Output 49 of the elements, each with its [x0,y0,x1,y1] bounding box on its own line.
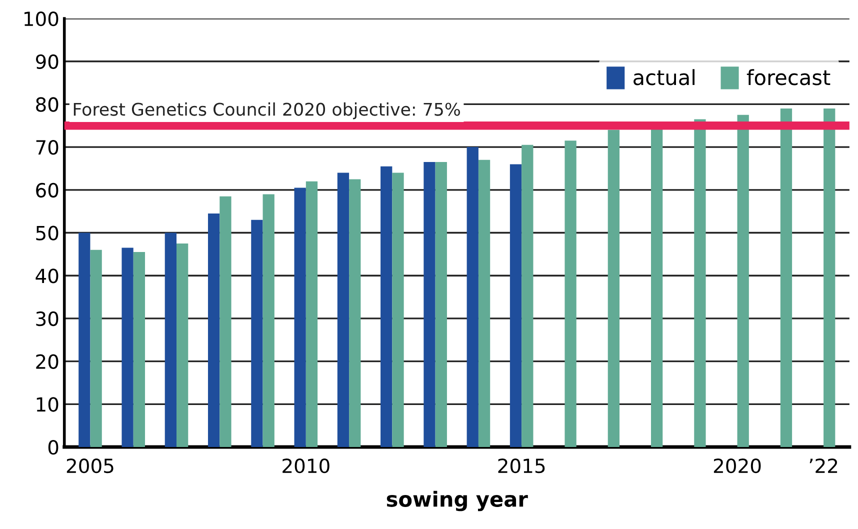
bar [251,220,263,448]
y-tick-label: 80 [36,97,58,112]
bar [435,162,447,448]
bar [424,162,436,448]
bar [306,181,318,448]
bar [392,172,404,448]
y-tick-label: 20 [36,354,58,369]
x-tick-label: ’22 [810,458,838,473]
y-tick-label: 50 [36,226,58,240]
y-tick-label: 70 [36,140,58,155]
bar [737,114,749,448]
bar [164,232,177,448]
x-tick-label: 2020 [714,458,761,474]
bar [466,147,478,448]
bar [220,196,232,448]
bar [478,160,490,448]
bar [262,194,274,448]
bar [122,248,134,448]
bar [510,164,522,448]
bar [564,140,576,448]
bar [380,166,392,448]
x-tick-label: 2005 [66,458,114,474]
bar [650,128,663,448]
y-tick-label: 60 [36,182,58,198]
ref-line-label: Forest Genetics Council 2020 objective: 75% [74,102,460,120]
y-tick-label: 0 [48,440,58,455]
x-tick-label: 2015 [498,458,545,474]
bar [90,250,102,448]
bar [349,179,361,448]
y-tick-label: 40 [36,268,58,284]
bar [176,243,188,448]
bar [824,108,836,448]
bar [694,119,706,448]
bar [294,188,306,448]
bar [208,213,220,448]
y-tick-label: 10 [36,397,58,412]
bar [337,172,350,448]
bar [608,130,620,448]
x-axis-title: sowing year [386,490,528,512]
legend-label: forecast [746,69,830,86]
y-tick-label: 30 [36,311,58,326]
bar [780,108,792,448]
y-tick-label: 90 [36,54,58,70]
x-tick-label: 2010 [282,458,330,474]
y-tick-label: 100 [24,11,58,26]
bar [133,252,146,448]
legend-label: actual [634,69,694,86]
bar [522,144,534,448]
bar [78,232,90,448]
